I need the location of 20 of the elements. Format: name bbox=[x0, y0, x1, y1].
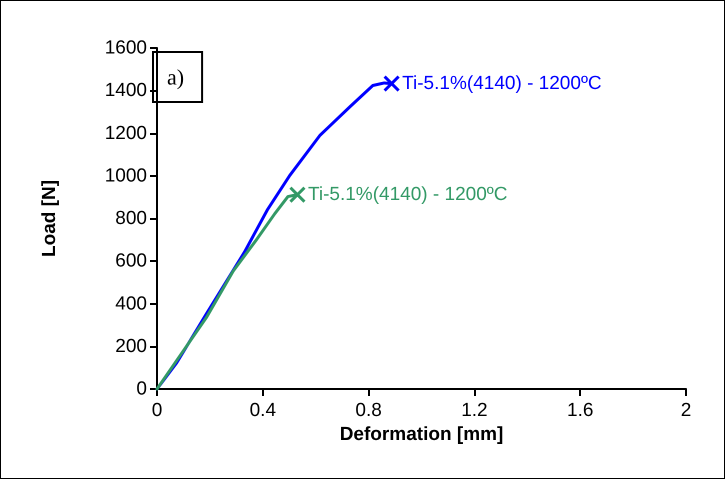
x-tick-label: 1.2 bbox=[461, 400, 488, 421]
y-tick-label: 0 bbox=[136, 378, 147, 400]
y-tick-label: 800 bbox=[115, 208, 147, 229]
y-tick-label: 1400 bbox=[104, 80, 147, 102]
series-label: Ti-5.1%(4140) - 1200ºC bbox=[402, 73, 602, 94]
annotation: a) bbox=[167, 64, 184, 90]
y-tick-label: 1200 bbox=[104, 122, 147, 144]
x-tick-label: 1.6 bbox=[566, 400, 594, 421]
x-axis-title: Deformation [mm] bbox=[340, 424, 504, 445]
series-label: Ti-5.1%(4140) - 1200ºC bbox=[308, 184, 508, 206]
x-tick-label: 0 bbox=[152, 400, 162, 421]
y-tick-label: 200 bbox=[115, 336, 147, 357]
x-tick-label: 0.8 bbox=[355, 400, 382, 421]
x-tick-label: 2 bbox=[680, 400, 692, 421]
y-tick-label: 1000 bbox=[104, 165, 147, 186]
x-tick-label: 0.4 bbox=[250, 400, 276, 421]
y-tick-label: 600 bbox=[115, 250, 147, 272]
y-tick-label: 1600 bbox=[104, 38, 147, 58]
y-axis-title: Load [N] bbox=[39, 180, 60, 258]
y-tick-label: 400 bbox=[115, 293, 147, 314]
